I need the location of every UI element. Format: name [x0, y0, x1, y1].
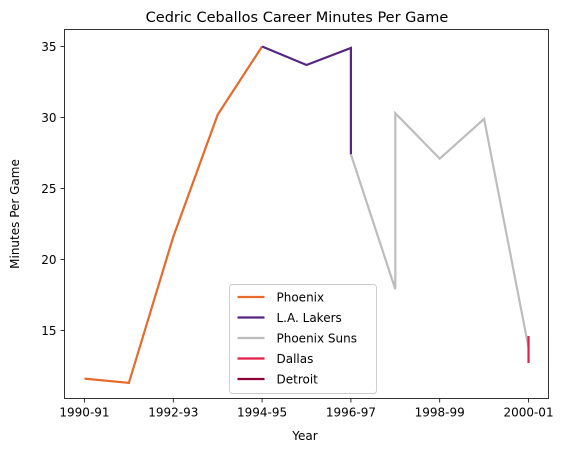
legend-label-dallas: Dallas	[277, 352, 314, 366]
x-tick-label: 1998-99	[415, 406, 465, 420]
legend-label-l-a-lakers: L.A. Lakers	[277, 311, 342, 325]
plot-frame	[64, 29, 549, 399]
x-tick-label: 1990-91	[59, 406, 109, 420]
y-tick-label: 30	[41, 111, 56, 125]
x-axis: 1990-91 1992-93 1994-95 1996-97 1998-99 2000-…	[59, 398, 554, 420]
series-line-l-a-lakers	[261, 45, 352, 155]
series-line-phoenix-suns	[349, 110, 530, 348]
x-axis-title: Year	[291, 429, 317, 443]
series-line-phoenix	[84, 45, 264, 385]
legend-label-phoenix: Phoenix	[277, 291, 325, 305]
x-tick-label: 1996-97	[326, 406, 376, 420]
legend-box	[229, 284, 377, 394]
legend-label-detroit: Detroit	[277, 373, 319, 387]
y-tick-label: 20	[41, 253, 56, 267]
legend-label-phoenix-suns: Phoenix Suns	[277, 332, 358, 346]
y-tick-label: 35	[41, 40, 56, 54]
y-axis-title: Minutes Per Game	[8, 159, 22, 269]
chart-title: Cedric Ceballos Career Minutes Per Game	[146, 10, 449, 26]
x-tick-label: 2000-01	[503, 406, 553, 420]
y-tick-label: 15	[41, 324, 56, 338]
x-tick-label: 1994-95	[237, 406, 287, 420]
y-axis: 15 20 25 30 35	[41, 40, 65, 338]
series-layer	[84, 45, 530, 385]
y-tick-label: 25	[41, 182, 56, 196]
x-tick-label: 1992-93	[148, 406, 198, 420]
legend: Phoenix L.A. Lakers Phoenix Suns Dallas Detr…	[229, 284, 377, 394]
